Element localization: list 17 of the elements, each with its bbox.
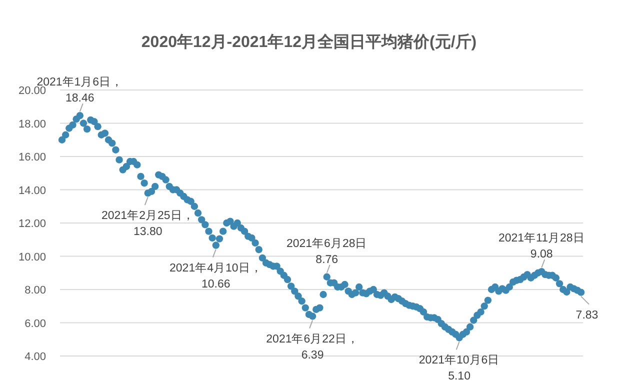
y-tick-label: 8.00 bbox=[24, 284, 46, 296]
y-tick-label: 12.00 bbox=[18, 218, 46, 230]
y-tick-label: 18.00 bbox=[18, 118, 46, 130]
annotation: 2021年4月10日， 10.66 bbox=[170, 261, 262, 290]
y-tick-label: 6.00 bbox=[24, 318, 46, 330]
y-tick-label: 20.00 bbox=[18, 85, 46, 97]
y-tick-label: 16.00 bbox=[18, 152, 46, 164]
annotation: 2021年11月28日 9.08 bbox=[498, 232, 585, 261]
y-tick-label: 10.00 bbox=[18, 251, 46, 264]
annotation: 2021年10月6日 5.10 bbox=[418, 354, 500, 381]
chart-title: 2020年12月-2021年12月全国日平均猪价(元/斤) bbox=[141, 33, 477, 51]
y-tick-label: 14.00 bbox=[18, 184, 46, 197]
annotation: 2021年6月22日， 6.39 bbox=[266, 332, 359, 362]
annotation: 2021年2月25日， 13.80 bbox=[102, 209, 194, 238]
y-tick-label: 4.00 bbox=[24, 351, 46, 363]
annotation: 7.83 bbox=[576, 309, 598, 322]
annotation: 2021年6月28日 8.76 bbox=[286, 236, 368, 266]
